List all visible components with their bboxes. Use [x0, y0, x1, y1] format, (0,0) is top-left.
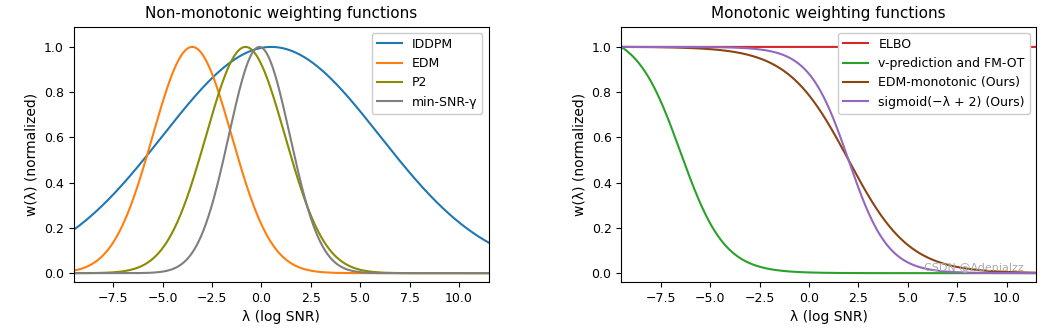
Legend: IDDPM, EDM, P2, min-SNR-γ: IDDPM, EDM, P2, min-SNR-γ: [371, 33, 482, 114]
sigmoid(−λ + 2) (Ours): [1017, 271, 1030, 275]
EDM-monotonic (Ours): [996, 270, 1009, 274]
IDDPM: [245, 49, 258, 53]
min-SNR-γ: [449, 271, 462, 275]
X-axis label: λ (log SNR): λ (log SNR): [242, 310, 320, 324]
P2: [449, 271, 462, 275]
ELBO: [1017, 45, 1030, 49]
ELBO: [792, 45, 805, 49]
Y-axis label: w(λ) (normalized): w(λ) (normalized): [572, 93, 586, 216]
min-SNR-γ: [242, 60, 255, 64]
IDDPM: [67, 228, 80, 232]
EDM: [186, 45, 199, 49]
Line: sigmoid(−λ + 2) (Ours): sigmoid(−λ + 2) (Ours): [622, 47, 1036, 273]
EDM-monotonic (Ours): [812, 106, 825, 110]
Line: IDDPM: IDDPM: [74, 47, 488, 243]
sigmoid(−λ + 2) (Ours): [916, 266, 929, 270]
min-SNR-γ: [482, 271, 494, 275]
EDM: [67, 269, 80, 273]
ELBO: [1030, 45, 1043, 49]
ELBO: [996, 45, 1009, 49]
P2: [242, 45, 255, 49]
EDM-monotonic (Ours): [916, 253, 929, 257]
sigmoid(−λ + 2) (Ours): [615, 45, 628, 49]
EDM: [482, 271, 494, 275]
sigmoid(−λ + 2) (Ours): [1030, 271, 1043, 275]
IDDPM: [264, 45, 277, 49]
ELBO: [789, 45, 802, 49]
v-prediction and FM-OT: [615, 45, 628, 49]
EDM: [264, 240, 277, 244]
sigmoid(−λ + 2) (Ours): [789, 59, 802, 63]
IDDPM: [242, 50, 255, 54]
min-SNR-γ: [469, 271, 482, 275]
min-SNR-γ: [245, 53, 258, 57]
P2: [245, 47, 258, 51]
Title: Monotonic weighting functions: Monotonic weighting functions: [711, 6, 946, 21]
IDDPM: [369, 128, 382, 132]
v-prediction and FM-OT: [1030, 271, 1043, 275]
P2: [239, 45, 251, 49]
v-prediction and FM-OT: [916, 271, 929, 275]
Title: Non-monotonic weighting functions: Non-monotonic weighting functions: [145, 6, 418, 21]
EDM: [245, 198, 258, 202]
EDM: [449, 271, 462, 275]
sigmoid(−λ + 2) (Ours): [792, 62, 805, 66]
EDM-monotonic (Ours): [792, 82, 805, 86]
EDM-monotonic (Ours): [1017, 271, 1030, 275]
min-SNR-γ: [264, 60, 277, 64]
min-SNR-γ: [369, 271, 382, 275]
EDM: [242, 188, 255, 192]
Line: v-prediction and FM-OT: v-prediction and FM-OT: [622, 47, 1036, 273]
IDDPM: [469, 233, 482, 237]
Line: P2: P2: [74, 47, 488, 273]
EDM-monotonic (Ours): [789, 79, 802, 83]
Legend: ELBO, v-prediction and FM-OT, EDM-monotonic (Ours), sigmoid(−λ + 2) (Ours): ELBO, v-prediction and FM-OT, EDM-monoto…: [838, 33, 1030, 114]
EDM-monotonic (Ours): [1030, 271, 1043, 275]
min-SNR-γ: [254, 45, 266, 49]
min-SNR-γ: [67, 271, 80, 275]
EDM: [469, 271, 482, 275]
Line: EDM: EDM: [74, 47, 488, 273]
P2: [264, 87, 277, 91]
v-prediction and FM-OT: [996, 271, 1009, 275]
v-prediction and FM-OT: [792, 270, 805, 274]
X-axis label: λ (log SNR): λ (log SNR): [790, 310, 868, 324]
v-prediction and FM-OT: [1017, 271, 1030, 275]
Line: EDM-monotonic (Ours): EDM-monotonic (Ours): [622, 47, 1036, 273]
sigmoid(−λ + 2) (Ours): [996, 271, 1009, 275]
P2: [469, 271, 482, 275]
Y-axis label: w(λ) (normalized): w(λ) (normalized): [24, 93, 38, 216]
sigmoid(−λ + 2) (Ours): [812, 85, 825, 89]
ELBO: [812, 45, 825, 49]
v-prediction and FM-OT: [789, 270, 802, 274]
EDM-monotonic (Ours): [615, 45, 628, 49]
P2: [369, 270, 382, 274]
ELBO: [615, 45, 628, 49]
IDDPM: [265, 45, 278, 49]
Line: min-SNR-γ: min-SNR-γ: [74, 47, 488, 273]
v-prediction and FM-OT: [812, 271, 825, 275]
ELBO: [916, 45, 929, 49]
P2: [482, 271, 494, 275]
Text: CSDN @Adenialzz: CSDN @Adenialzz: [924, 262, 1024, 272]
P2: [67, 271, 80, 275]
IDDPM: [482, 241, 494, 245]
EDM: [369, 271, 382, 275]
IDDPM: [449, 217, 462, 221]
